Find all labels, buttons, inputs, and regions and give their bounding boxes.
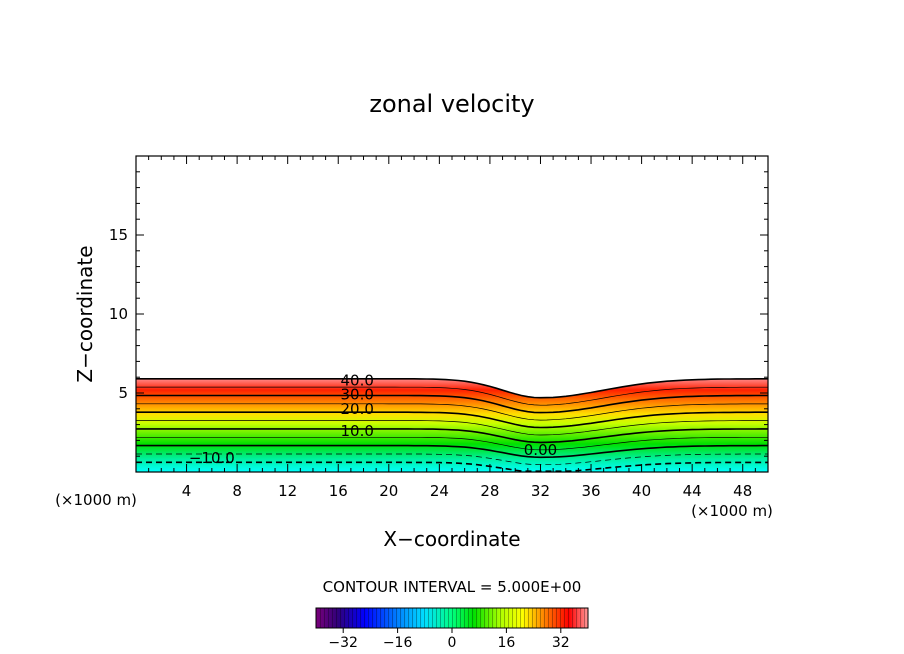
contour-line: [136, 378, 768, 399]
contour-line: [136, 420, 768, 436]
contour-label: 10.0: [340, 422, 373, 440]
contour-interval-text: CONTOUR INTERVAL = 5.000E+00: [323, 578, 582, 596]
y-tick-label: 5: [118, 384, 128, 402]
y-axis-ticks: 5 10 15: [109, 155, 768, 473]
contour-label: 30.0: [340, 386, 373, 404]
x-tick-label: 28: [480, 482, 499, 500]
colorbar-tick-label: 0: [448, 635, 457, 651]
y-tick-label: 10: [109, 305, 128, 323]
contour-line: [136, 461, 768, 472]
colorbar-stripes: [316, 608, 588, 628]
x-tick-label: 12: [278, 482, 297, 500]
colorbar-tick-label: −16: [383, 635, 413, 651]
contour-line: [136, 436, 768, 451]
velocity-field: [136, 378, 768, 472]
contour-line: [136, 394, 768, 414]
colorbar-tick-label: 16: [497, 635, 515, 651]
x-axis-label: X−coordinate: [383, 527, 520, 551]
colorbar-tick-label: 32: [552, 635, 570, 651]
contour-line: [136, 386, 768, 406]
contour-line: [136, 411, 768, 429]
contour-lines: [136, 378, 768, 472]
x-tick-label: 20: [379, 482, 398, 500]
x-tick-label: 36: [581, 482, 600, 500]
contour-label: 0.00: [524, 441, 557, 459]
colorbar-tick-label: −32: [328, 635, 358, 651]
contour-line: [136, 444, 768, 459]
y-axis-label: Z−coordinate: [73, 245, 97, 382]
contour-label: 40.0: [340, 371, 373, 389]
contour-label: 20.0: [340, 400, 373, 418]
chart-title: zonal velocity: [369, 90, 534, 118]
x-tick-label: 8: [232, 482, 242, 500]
x-unit-left: (×1000 m): [55, 491, 137, 509]
x-axis-ticks: 4 8 12 16 20 24 28 32 36 40 44 48: [135, 156, 769, 500]
contour-labels: 40.030.020.0 10.0 0.00 −10.0: [189, 371, 557, 466]
x-tick-label: 4: [182, 482, 192, 500]
y-tick-label: 15: [109, 226, 128, 244]
contour-line: [136, 453, 768, 466]
plot-area: [136, 378, 768, 472]
x-tick-label: 32: [531, 482, 550, 500]
contour-label: −10.0: [189, 449, 235, 467]
x-tick-label: 48: [733, 482, 752, 500]
x-tick-label: 24: [430, 482, 449, 500]
colorbar: −32 −16 0 16 32: [315, 607, 589, 651]
x-unit-right: (×1000 m): [691, 502, 773, 520]
x-tick-label: 40: [632, 482, 651, 500]
contour-line: [136, 403, 768, 421]
x-tick-label: 44: [683, 482, 702, 500]
colorbar-ticks: −32 −16 0 16 32: [328, 628, 570, 651]
x-tick-label: 16: [329, 482, 348, 500]
contour-line: [136, 428, 768, 444]
